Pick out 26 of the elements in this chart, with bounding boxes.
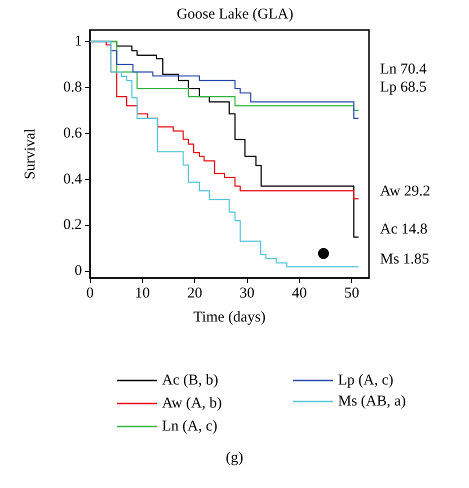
y-tick-label: 1 <box>74 33 82 50</box>
text: (g) <box>224 450 244 467</box>
x-tick-label: 40 <box>292 286 307 302</box>
legend-label: Ac (B, b) <box>162 372 218 388</box>
legend-label: Lp (A, c) <box>338 372 394 388</box>
text: Ms 1.85 <box>380 252 430 268</box>
y-axis-title: Survival <box>22 128 38 180</box>
x-tick-label: 50 <box>344 286 360 302</box>
x-tick-label: 0 <box>86 286 94 302</box>
y-tick-label: 0.8 <box>63 79 82 96</box>
text: Aw 29.2 <box>380 184 430 200</box>
y-tick-label: 0.6 <box>63 125 82 142</box>
x-tick-label: 30 <box>240 286 255 302</box>
legend-label: Ms (AB, a) <box>338 394 406 410</box>
x-tick-label: 10 <box>134 286 150 302</box>
x-tick-label: 20 <box>187 286 202 302</box>
y-tick-label: 0.2 <box>63 217 82 234</box>
text: Lp 68.5 <box>380 80 427 96</box>
text: Ac 14.8 <box>380 222 428 238</box>
y-tick-label: 0.4 <box>63 171 82 188</box>
x-axis-title: Time (days) <box>193 310 266 326</box>
y-tick-label: 0 <box>74 263 82 280</box>
legend-label: Aw (A, b) <box>162 396 222 412</box>
text: Ln 70.4 <box>380 62 428 78</box>
legend-label: Ln (A, c) <box>162 418 218 434</box>
chart-title: Goose Lake (GLA) <box>176 6 294 22</box>
